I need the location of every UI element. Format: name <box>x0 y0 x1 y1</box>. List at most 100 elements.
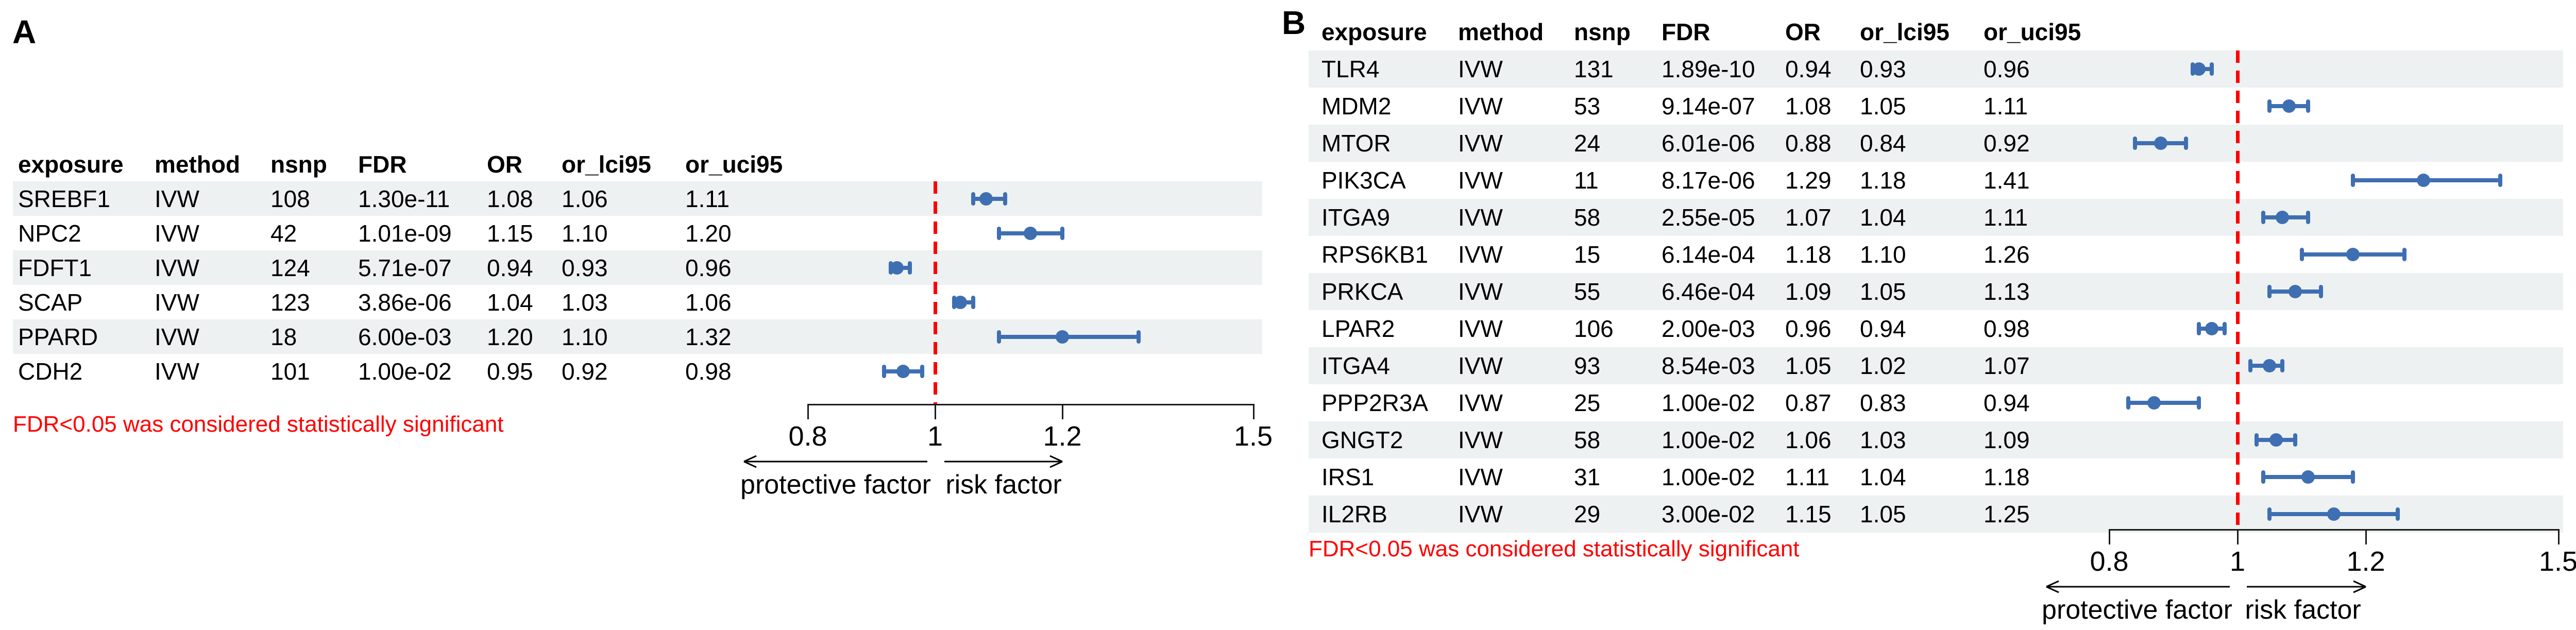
or-point <box>2205 322 2219 335</box>
cell-nsnp: 55 <box>1574 278 1601 305</box>
cell-method: IVW <box>155 323 199 350</box>
cell-exposure: IL2RB <box>1321 501 1387 527</box>
x-axis-line <box>808 404 1253 405</box>
error-bar-cap-right <box>2351 470 2355 484</box>
cell-exposure: TLR4 <box>1321 56 1380 82</box>
cell-or_uci95: 1.32 <box>685 323 732 350</box>
cell-or: 1.20 <box>487 323 533 350</box>
cell-method: IVW <box>1458 389 1503 416</box>
cell-exposure: CDH2 <box>18 357 83 385</box>
cell-or: 0.96 <box>1785 315 1832 342</box>
cell-or_lci95: 0.83 <box>1860 389 1906 416</box>
cell-fdr: 1.30e-11 <box>358 185 450 212</box>
cell-or_lci95: 0.94 <box>1860 315 1906 342</box>
cell-or: 1.07 <box>1785 204 1832 231</box>
x-axis-tick-label: 1.5 <box>2538 546 2576 577</box>
cell-or_uci95: 1.11 <box>1984 204 2028 231</box>
x-axis-tick <box>2109 529 2110 544</box>
x-axis-tick-label: 0.8 <box>788 421 827 452</box>
risk-factor-label: risk factor <box>2245 595 2361 625</box>
cell-method: IVW <box>1458 464 1503 490</box>
cell-fdr: 1.00e-02 <box>1662 389 1755 416</box>
error-bar-cap-left <box>996 330 1001 344</box>
cell-method: IVW <box>1458 241 1503 268</box>
cell-nsnp: 29 <box>1574 501 1601 527</box>
row-band <box>1309 199 2563 236</box>
cell-or_lci95: 1.03 <box>1860 427 1906 453</box>
cell-exposure: PPP2R3A <box>1321 389 1429 416</box>
error-bar-cap-left <box>2197 322 2201 335</box>
column-header-exposure: exposure <box>1321 19 1427 45</box>
cell-fdr: 1.89e-10 <box>1662 56 1755 82</box>
row-band <box>1309 273 2563 310</box>
error-bar-cap-right <box>2293 433 2298 447</box>
error-bar-cap-right <box>907 261 912 275</box>
cell-or_uci95: 1.20 <box>685 219 732 247</box>
cell-fdr: 2.55e-05 <box>1662 204 1755 231</box>
cell-or: 1.11 <box>1785 464 1830 490</box>
cell-or_lci95: 1.10 <box>1860 241 1906 268</box>
or-point <box>1024 226 1038 240</box>
cell-method: IVW <box>1458 427 1503 453</box>
x-axis-tick <box>807 404 809 419</box>
or-point <box>954 295 968 309</box>
cell-or: 1.08 <box>1785 93 1832 120</box>
cell-or_uci95: 1.07 <box>1984 352 2030 379</box>
error-bar-cap-right <box>1137 330 1141 344</box>
cell-nsnp: 108 <box>270 185 310 212</box>
error-bar-cap-right <box>971 295 976 309</box>
row-band <box>1309 421 2563 458</box>
cell-or_lci95: 1.02 <box>1860 352 1906 379</box>
or-point <box>890 261 904 275</box>
column-header-or: OR <box>1785 19 1821 45</box>
cell-or_uci95: 1.11 <box>1984 93 2028 120</box>
cell-or: 0.95 <box>487 357 533 385</box>
cell-method: IVW <box>1458 315 1503 342</box>
cell-or_uci95: 0.98 <box>1984 315 2030 342</box>
or-point <box>2327 507 2341 521</box>
cell-fdr: 8.17e-06 <box>1662 167 1755 194</box>
cell-exposure: SCAP <box>18 288 83 316</box>
significance-note: FDR<0.05 was considered statistically si… <box>13 412 504 437</box>
cell-nsnp: 101 <box>270 357 310 385</box>
cell-or: 1.18 <box>1785 241 1832 268</box>
error-bar-cap-right <box>1060 226 1064 240</box>
cell-or_uci95: 1.18 <box>1984 464 2030 490</box>
arrow-left-icon <box>2046 580 2230 593</box>
cell-method: IVW <box>1458 167 1503 194</box>
or-point <box>2147 396 2161 410</box>
cell-exposure: PRKCA <box>1321 278 1403 305</box>
cell-nsnp: 42 <box>270 219 297 247</box>
x-axis-tick <box>2557 529 2560 544</box>
cell-or_lci95: 1.04 <box>1860 464 1906 490</box>
column-header-or_uci95: or_uci95 <box>1984 19 2081 45</box>
column-header-method: method <box>155 150 241 178</box>
x-axis-tick <box>935 404 936 419</box>
cell-exposure: PPARD <box>18 323 98 350</box>
cell-exposure: MTOR <box>1321 130 1391 157</box>
error-bar-cap-right <box>2197 396 2201 410</box>
x-axis-tick-label: 1 <box>2229 546 2246 577</box>
cell-or_uci95: 1.11 <box>685 185 730 212</box>
or-point <box>2289 285 2302 298</box>
error-bar-cap-left <box>2255 433 2259 447</box>
cell-fdr: 6.00e-03 <box>358 323 452 350</box>
cell-or_lci95: 1.05 <box>1860 278 1906 305</box>
cell-or: 0.88 <box>1785 130 1832 157</box>
cell-fdr: 8.54e-03 <box>1662 352 1755 379</box>
cell-method: IVW <box>1458 278 1503 305</box>
cell-or_lci95: 1.05 <box>1860 501 1906 527</box>
reference-line <box>2236 50 2240 529</box>
cell-or: 1.04 <box>487 288 533 316</box>
cell-fdr: 1.00e-02 <box>358 357 452 385</box>
cell-or_lci95: 0.92 <box>562 357 608 385</box>
error-bar-cap-left <box>2261 470 2265 484</box>
cell-nsnp: 123 <box>270 288 310 316</box>
arrow-right-icon <box>944 455 1063 468</box>
cell-nsnp: 53 <box>1574 93 1601 120</box>
cell-exposure: FDFT1 <box>18 254 92 281</box>
cell-or: 0.94 <box>1785 56 1832 82</box>
error-bar-cap-right <box>1003 192 1007 206</box>
row-band <box>13 250 1262 285</box>
